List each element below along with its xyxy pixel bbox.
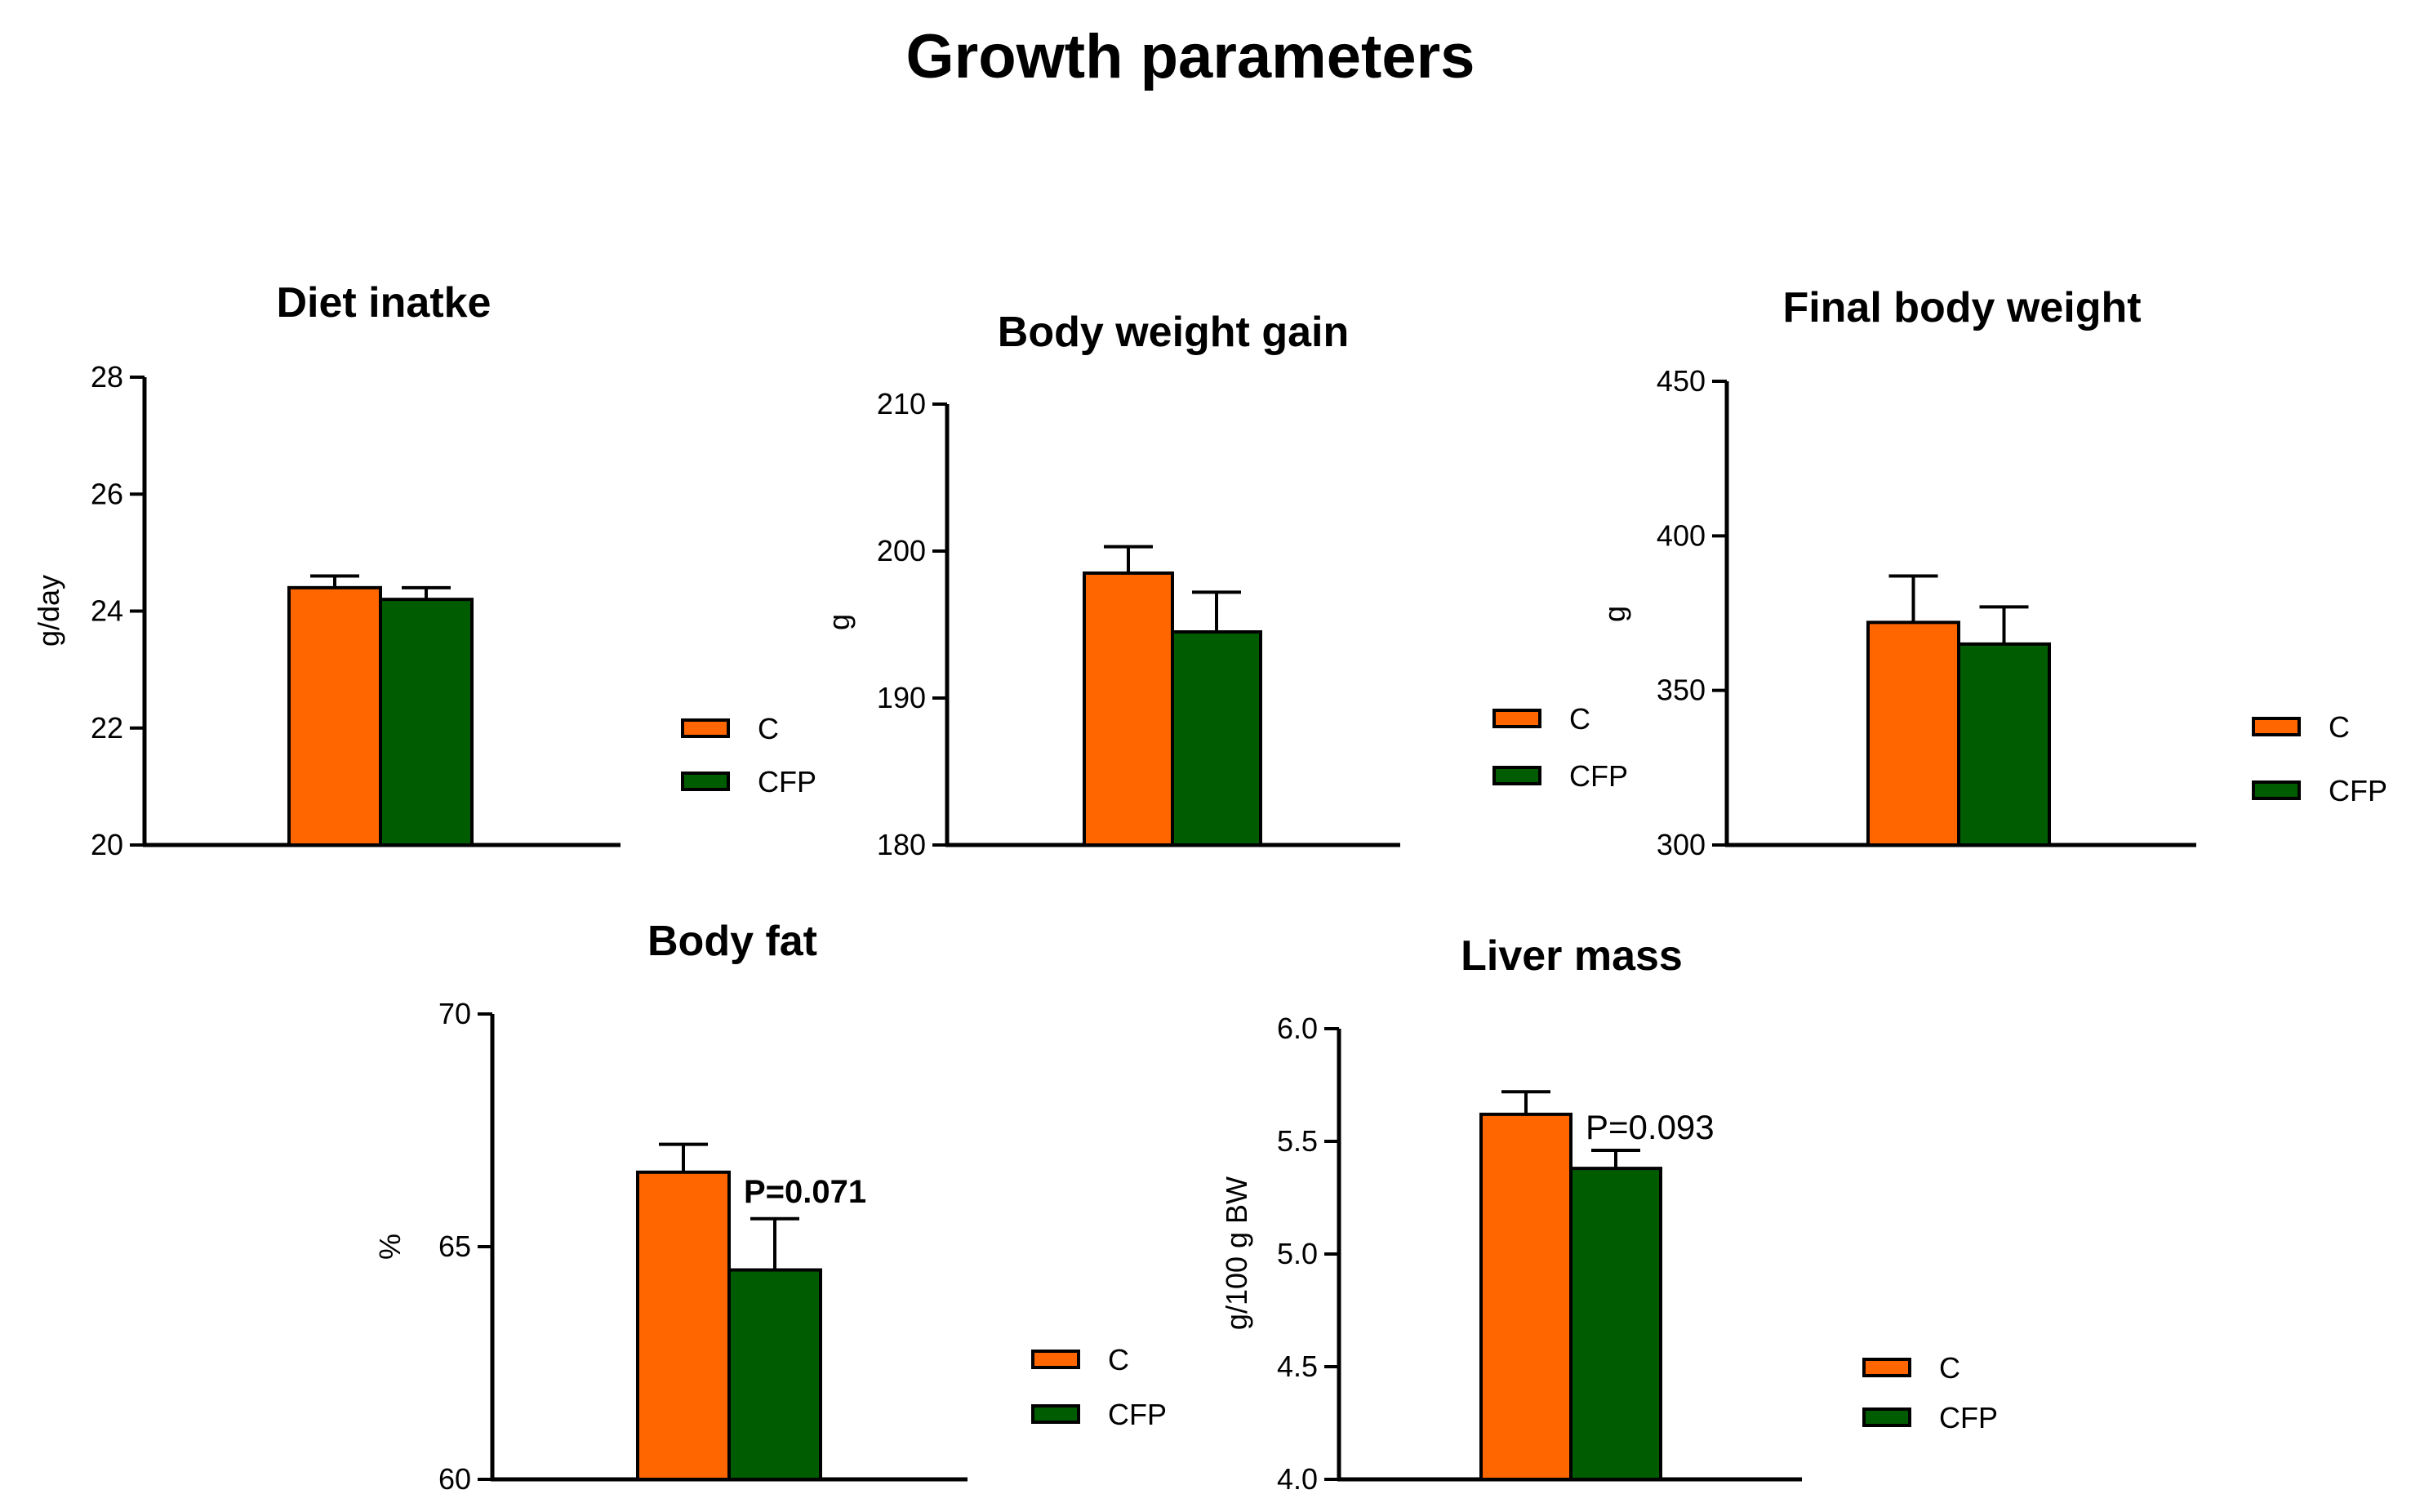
liver-mass-legend-swatch-cfp xyxy=(1862,1407,1911,1427)
liver-mass-p-value: P=0.093 xyxy=(1586,1108,1715,1146)
final-body-weight-y-label: g xyxy=(1598,606,1631,622)
final-body-weight-bar-c xyxy=(1866,620,1960,847)
liver-mass-title: Liver mass xyxy=(1461,932,1683,980)
body-weight-gain-bar-c xyxy=(1083,571,1174,847)
diet-intake-legend-swatch-cfp xyxy=(681,772,730,791)
body-weight-gain-legend-label-c: C xyxy=(1569,702,1590,736)
liver-mass-legend-label-cfp: CFP xyxy=(1939,1401,1998,1434)
diet-intake-y-tick-label: 26 xyxy=(91,477,123,510)
body-fat-y-label: % xyxy=(373,1234,407,1260)
body-fat-bar-cfp xyxy=(727,1268,822,1481)
final-body-weight-y-tick-label: 400 xyxy=(1657,518,1706,552)
liver-mass-y-tick-label: 6.0 xyxy=(1277,1012,1318,1045)
body-fat-legend-label-c: C xyxy=(1108,1343,1129,1376)
diet-intake-bar-c xyxy=(287,585,382,847)
liver-mass-y-tick-label: 4.5 xyxy=(1277,1350,1318,1383)
final-body-weight-legend-label-c: C xyxy=(2329,710,2350,744)
body-fat-y-tick-label: 70 xyxy=(438,997,471,1030)
liver-mass-legend-swatch-c xyxy=(1862,1358,1911,1377)
liver-mass-bar-c xyxy=(1479,1112,1572,1481)
diet-intake-y-label: g/day xyxy=(32,575,65,647)
final-body-weight-legend-swatch-cfp xyxy=(2252,780,2301,800)
final-body-weight-legend-swatch-c xyxy=(2252,717,2301,736)
body-fat-legend-swatch-cfp xyxy=(1031,1404,1080,1424)
body-weight-gain-y-tick-label: 190 xyxy=(877,681,926,714)
diet-intake-legend-swatch-c xyxy=(681,718,730,738)
panel-liver-mass: Liver mass 4.0 4.5 5.0 5.5 6.0 g/100 g BW P=0.0… xyxy=(1220,932,1998,1496)
diet-intake-legend-label-c: C xyxy=(758,712,779,745)
panel-diet-intake: Diet inatke 20 22 24 26 28 g/day C CFP xyxy=(32,279,816,861)
body-weight-gain-y-tick-label: 200 xyxy=(877,534,926,567)
body-fat-legend-swatch-c xyxy=(1031,1350,1080,1369)
figure-title: Growth parameters xyxy=(906,22,1475,91)
body-weight-gain-legend-swatch-cfp xyxy=(1492,766,1541,785)
diet-intake-y-tick-label: 20 xyxy=(91,828,123,861)
body-weight-gain-legend-swatch-c xyxy=(1492,709,1541,728)
body-fat-title: Body fat xyxy=(647,918,817,965)
diet-intake-bar-cfp xyxy=(379,598,474,847)
liver-mass-y-tick-label: 5.5 xyxy=(1277,1124,1318,1158)
body-fat-y-tick-label: 60 xyxy=(438,1462,471,1496)
liver-mass-y-tick-label: 5.0 xyxy=(1277,1237,1318,1270)
panel-body-fat: Body fat 60 65 70% P=0.071 C CFP xyxy=(373,918,1167,1496)
final-body-weight-legend-label-cfp: CFP xyxy=(2329,774,2387,807)
body-weight-gain-title: Body weight gain xyxy=(998,309,1349,356)
final-body-weight-y-tick-label: 300 xyxy=(1657,828,1706,861)
final-body-weight-title: Final body weight xyxy=(1782,284,2141,331)
body-weight-gain-bar-cfp xyxy=(1171,630,1262,847)
final-body-weight-y-tick-label: 350 xyxy=(1657,674,1706,707)
final-body-weight-y-tick-label: 450 xyxy=(1657,364,1706,398)
body-weight-gain-y-tick-label: 210 xyxy=(877,387,926,420)
liver-mass-legend-label-c: C xyxy=(1939,1351,1960,1385)
body-fat-legend-label-cfp: CFP xyxy=(1108,1398,1167,1431)
liver-mass-y-tick-label: 4.0 xyxy=(1277,1462,1318,1496)
final-body-weight-bar-cfp xyxy=(1957,642,2051,847)
body-fat-y-tick-label: 65 xyxy=(438,1230,471,1263)
diet-intake-y-tick-label: 28 xyxy=(91,360,123,394)
diet-intake-title: Diet inatke xyxy=(277,279,492,327)
body-fat-p-value: P=0.071 xyxy=(744,1174,866,1210)
diet-intake-y-tick-label: 22 xyxy=(91,711,123,745)
body-weight-gain-y-tick-label: 180 xyxy=(877,828,926,861)
diet-intake-legend-label-cfp: CFP xyxy=(758,765,816,798)
body-weight-gain-y-label: g xyxy=(822,614,856,630)
panel-body-weight-gain: Body weight gain 180 190 200 210 g C CFP xyxy=(822,309,1628,861)
body-weight-gain-legend-label-cfp: CFP xyxy=(1569,759,1628,793)
diet-intake-y-tick-label: 24 xyxy=(91,594,123,628)
liver-mass-bar-cfp xyxy=(1569,1167,1662,1481)
body-fat-bar-c xyxy=(636,1170,731,1482)
liver-mass-y-label: g/100 g BW xyxy=(1220,1176,1253,1330)
panel-final-body-weight: Final body weight 300 350 400 450 g C CFP xyxy=(1598,284,2387,861)
